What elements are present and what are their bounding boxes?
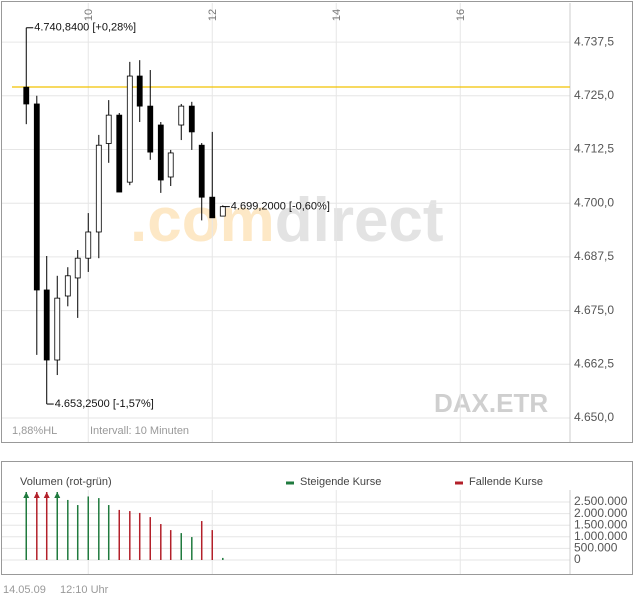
- x-tick-label: 12: [207, 9, 219, 21]
- x-tick-label: 14: [331, 9, 343, 21]
- legend-label: Steigende Kurse: [300, 476, 381, 488]
- candle-body: [198, 144, 205, 198]
- plot-area: [12, 27, 570, 405]
- candle-body: [157, 124, 164, 181]
- candle-body: [167, 152, 174, 178]
- annotation: 4.740,8400 [+0,28%]: [34, 22, 136, 34]
- symbol: DAX.ETR: [434, 388, 548, 418]
- volume-panel: [1, 461, 633, 575]
- candle-body: [74, 257, 81, 279]
- plot-area: [25, 492, 224, 560]
- overflow-arrow: [43, 492, 50, 498]
- annotation: 4.699,2000 [-0,60%]: [231, 201, 330, 213]
- legend-label: Fallende Kurse: [469, 476, 543, 488]
- candle-body: [85, 231, 92, 259]
- y-tick-label: 2.500.000: [574, 494, 628, 508]
- y-tick-label: 4.700,0: [574, 195, 614, 209]
- overflow-arrow: [33, 492, 40, 498]
- candle-body: [147, 105, 154, 153]
- y-tick-label: 500.000: [574, 541, 618, 555]
- candle-body: [23, 86, 30, 105]
- y-tick-label: 4.662,5: [574, 356, 614, 370]
- candle-body: [95, 144, 102, 233]
- y-tick-label: 0: [574, 552, 581, 566]
- candle-body: [64, 275, 71, 297]
- overflow-arrow: [23, 492, 30, 498]
- date: 14.05.09: [3, 584, 46, 596]
- y-tick-label: 2.000.000: [574, 506, 628, 520]
- watermark-prefix: .com: [130, 186, 275, 255]
- candle-body: [219, 206, 226, 217]
- candle-body: [188, 105, 195, 133]
- price-panel: [1, 1, 633, 443]
- y-tick-label: 4.650,0: [574, 410, 614, 424]
- candle-body: [33, 103, 40, 291]
- y-tick-label: 4.737,5: [574, 34, 614, 48]
- watermark-name: direct: [275, 186, 444, 255]
- candle-body: [105, 114, 112, 144]
- time: 12:10 Uhr: [60, 584, 109, 596]
- annotation: 4.653,2500 [-1,57%]: [55, 398, 154, 410]
- candle-body: [116, 114, 123, 193]
- y-tick-label: 4.725,0: [574, 88, 614, 102]
- candle-body: [54, 297, 61, 361]
- candle-body: [178, 105, 185, 126]
- candle-body: [43, 289, 50, 361]
- watermark: .comdirect: [130, 186, 444, 255]
- range-note: 1,88%HL: [12, 425, 57, 437]
- candle-body: [136, 75, 143, 107]
- volume-title: Volumen (rot-grün): [20, 476, 112, 488]
- y-tick-label: 1.500.000: [574, 517, 628, 531]
- y-tick-label: 4.712,5: [574, 142, 614, 156]
- y-tick-label: 1.000.000: [574, 529, 628, 543]
- x-tick-label: 10: [83, 9, 95, 21]
- x-tick-label: 16: [455, 9, 467, 21]
- candle-body: [126, 75, 133, 183]
- y-tick-label: 4.687,5: [574, 249, 614, 263]
- overflow-arrow: [54, 492, 61, 498]
- y-tick-label: 4.675,0: [574, 303, 614, 317]
- interval: Intervall: 10 Minuten: [90, 425, 189, 437]
- candle-body: [209, 196, 216, 219]
